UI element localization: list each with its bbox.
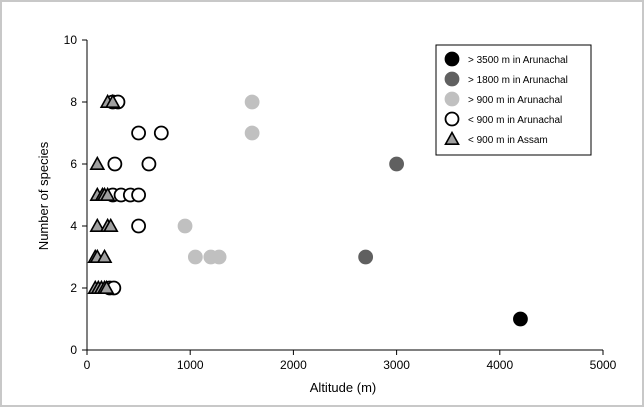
y-tick-label: 2 [70, 281, 77, 295]
legend: > 3500 m in Arunachal > 1800 m in Arunach… [435, 44, 592, 156]
series-3-point [131, 218, 147, 234]
x-tick-label: 2000 [280, 358, 307, 372]
legend-label-4: < 900 m in Assam [468, 135, 548, 146]
series-4-point [89, 155, 106, 170]
series-3-point [131, 125, 147, 141]
series-2-point [244, 94, 260, 110]
series-4-point [104, 93, 121, 108]
x-tick-label: 4000 [486, 358, 513, 372]
data-points [87, 93, 528, 327]
series-2-point [187, 249, 203, 265]
x-tick-label: 0 [84, 358, 91, 372]
x-tick-label: 3000 [383, 358, 410, 372]
legend-label-3: < 900 m in Arunachal [468, 115, 562, 126]
tick-labels: 0 1000 2000 3000 4000 5000 0 2 4 6 8 10 [64, 33, 617, 372]
series-0-point [513, 311, 528, 327]
x-axis-label: Altitude (m) [310, 380, 376, 395]
legend-marker-1 [444, 71, 460, 87]
legend-label-1: > 1800 m in Arunachal [468, 75, 568, 86]
axes [82, 39, 604, 355]
series-3-point [153, 125, 169, 141]
legend-label-2: > 900 m in Arunachal [468, 95, 562, 106]
series-4-point [89, 217, 106, 232]
series-3-point [107, 156, 123, 172]
series-1-point [389, 156, 405, 172]
legend-marker-3 [444, 111, 460, 127]
series-3-point [131, 187, 147, 203]
series-4-point [98, 279, 115, 295]
y-tick-label: 10 [64, 33, 78, 47]
y-tick-label: 0 [70, 343, 77, 357]
series-4-point [99, 186, 116, 201]
legend-label-0: > 3500 m in Arunachal [468, 55, 568, 66]
x-tick-label: 1000 [177, 358, 204, 372]
series-3-point [141, 156, 157, 172]
series-2-point [211, 249, 227, 265]
series-1-point [358, 249, 374, 265]
legend-box [435, 44, 592, 156]
legend-marker-2 [444, 91, 460, 107]
y-axis-label: Number of species [36, 141, 51, 250]
legend-marker-0 [444, 51, 460, 67]
y-tick-label: 4 [70, 219, 77, 233]
series-2-point [177, 218, 193, 234]
y-tick-label: 6 [70, 157, 77, 171]
series-2-point [244, 125, 260, 141]
series-4-point [102, 217, 119, 232]
x-tick-label: 5000 [590, 358, 617, 372]
y-tick-label: 8 [70, 95, 77, 109]
legend-marker-4 [444, 130, 460, 145]
series-4-point [96, 248, 113, 264]
